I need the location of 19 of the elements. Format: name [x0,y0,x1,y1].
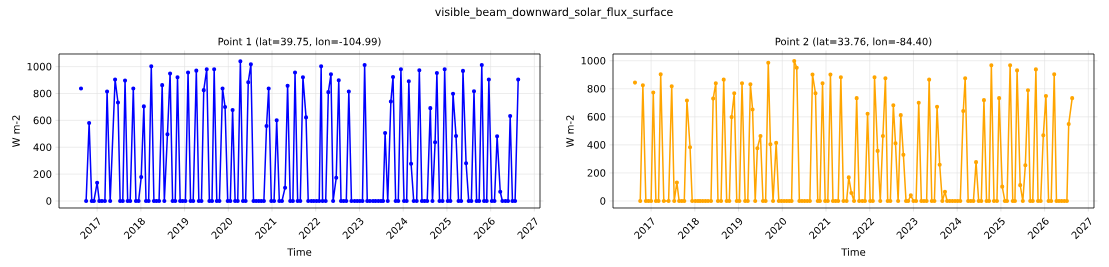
y-tick-label: 200 [587,169,606,177]
y-axis-title: W m-2 [566,115,574,148]
y-tick-label: 800 [587,84,606,93]
y-axis-title: W m-2 [12,115,20,148]
x-axis-title: Time [841,248,866,256]
y-tick-label: 400 [587,141,606,149]
chart-subtitle: Point 2 (lat=33.76, lon=-84.40) [775,37,932,47]
y-tick-label: 600 [587,113,606,121]
chart-subtitle: Point 1 (lat=39.75, lon=-104.99) [218,37,381,47]
y-tick-label: 1000 [581,56,606,65]
y-tick-label: 0 [600,197,606,205]
y-tick-label: 600 [33,116,52,125]
x-axis-title: Time [287,248,312,256]
y-tick-label: 800 [33,89,52,98]
y-tick-label: 200 [33,170,52,178]
y-tick-label: 1000 [27,62,52,71]
chart-title: visible_beam_downward_solar_flux_surface [435,7,673,19]
y-tick-label: 0 [46,197,52,205]
y-tick-label: 400 [33,143,52,152]
